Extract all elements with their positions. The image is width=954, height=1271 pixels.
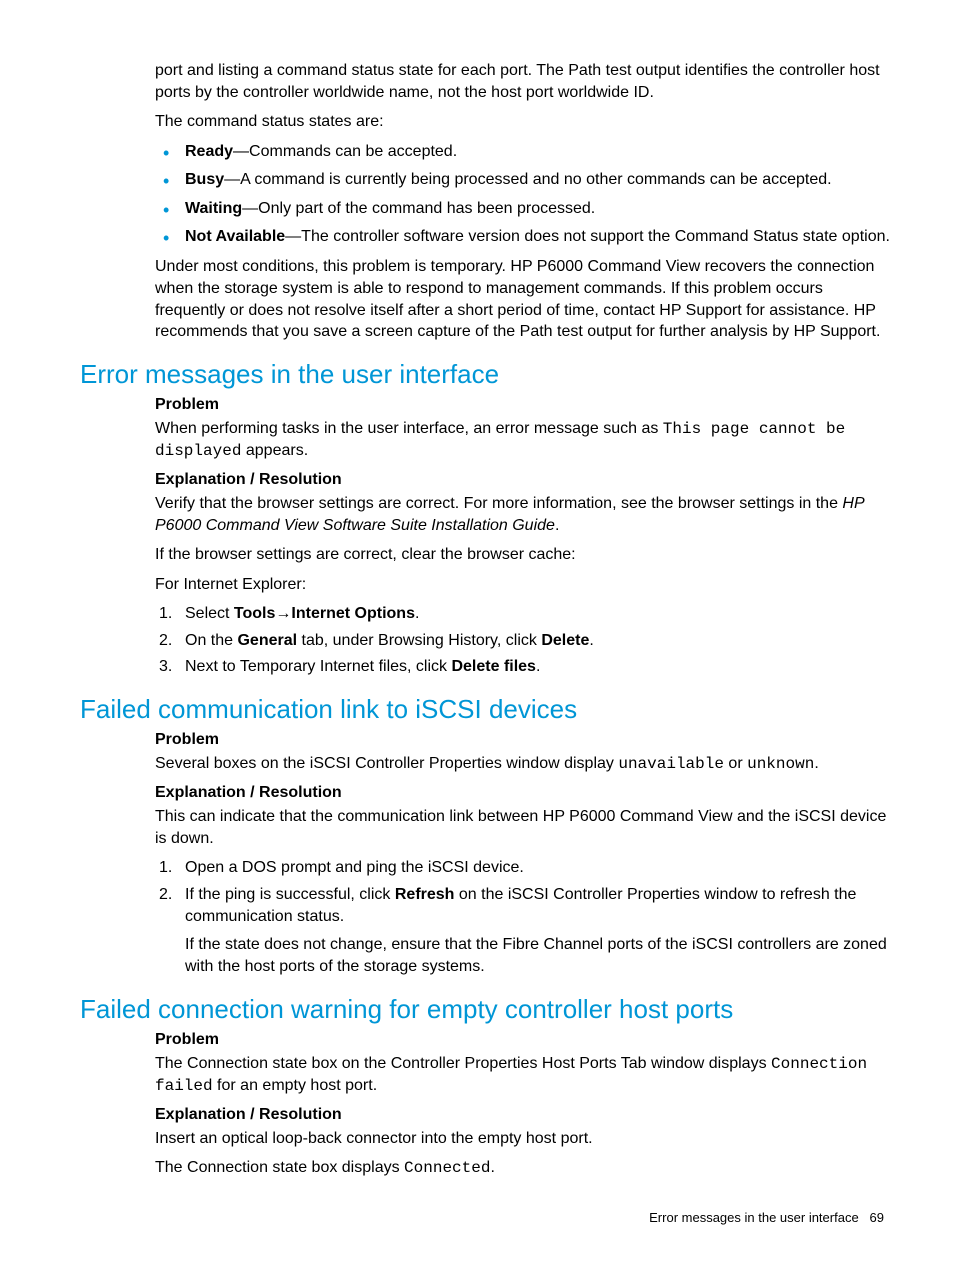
text: appears.: [241, 442, 308, 459]
text: .: [555, 517, 559, 534]
text: for an empty host port.: [213, 1077, 378, 1094]
list-item: Open a DOS prompt and ping the iSCSI dev…: [155, 857, 894, 879]
text: If the ping is successful, click: [185, 886, 395, 903]
explanation-heading: Explanation / Resolution: [155, 471, 894, 489]
code-text: unavailable: [618, 755, 724, 773]
explanation-p3: For Internet Explorer:: [155, 574, 894, 596]
text: .: [415, 605, 419, 622]
text: Tools: [234, 605, 275, 622]
text: On the: [185, 632, 237, 649]
text: Open a DOS prompt and ping the iSCSI dev…: [185, 859, 524, 876]
text: Next to Temporary Internet files, click: [185, 658, 451, 675]
intro-p1: port and listing a command status state …: [155, 60, 894, 103]
state-desc: —A command is currently being processed …: [224, 171, 831, 188]
explanation-p1: This can indicate that the communication…: [155, 806, 894, 849]
list-item: If the ping is successful, click Refresh…: [155, 884, 894, 978]
state-label: Not Available: [185, 228, 285, 245]
problem-text: Several boxes on the iSCSI Controller Pr…: [155, 753, 894, 776]
code-text: Connected: [404, 1159, 490, 1177]
step-sub-note: If the state does not change, ensure tha…: [185, 934, 894, 977]
text: Delete: [541, 632, 589, 649]
state-label: Busy: [185, 171, 224, 188]
footer-text: Error messages in the user interface: [649, 1210, 859, 1225]
list-item: Select Tools→Internet Options.: [155, 603, 894, 625]
state-desc: —Only part of the command has been proce…: [242, 200, 595, 217]
text: Internet Options: [291, 605, 415, 622]
problem-text: When performing tasks in the user interf…: [155, 418, 894, 463]
explanation-p2: The Connection state box displays Connec…: [155, 1157, 894, 1180]
problem-heading: Problem: [155, 1031, 894, 1049]
problem-heading: Problem: [155, 731, 894, 749]
problem-heading: Problem: [155, 396, 894, 414]
text: .: [490, 1159, 494, 1176]
text: Select: [185, 605, 234, 622]
text: The Connection state box on the Controll…: [155, 1055, 771, 1072]
iscsi-steps-list: Open a DOS prompt and ping the iSCSI dev…: [155, 857, 894, 977]
text: Delete files: [451, 658, 535, 675]
code-text: unknown: [747, 755, 814, 773]
problem-text: The Connection state box on the Controll…: [155, 1053, 894, 1098]
list-item: Next to Temporary Internet files, click …: [155, 656, 894, 678]
text: tab, under Browsing History, click: [297, 632, 541, 649]
text: General: [237, 632, 297, 649]
state-label: Ready: [185, 143, 233, 160]
list-item: Not Available—The controller software ve…: [155, 226, 894, 248]
text: Refresh: [395, 886, 455, 903]
text: .: [589, 632, 593, 649]
list-item: On the General tab, under Browsing Histo…: [155, 630, 894, 652]
text: .: [536, 658, 540, 675]
page-container: port and listing a command status state …: [0, 0, 954, 1265]
intro-p3: Under most conditions, this problem is t…: [155, 256, 894, 342]
intro-p2: The command status states are:: [155, 111, 894, 133]
ie-steps-list: Select Tools→Internet Options. On the Ge…: [155, 603, 894, 678]
state-label: Waiting: [185, 200, 242, 217]
state-desc: —The controller software version does no…: [285, 228, 890, 245]
text: Verify that the browser settings are cor…: [155, 495, 842, 512]
state-desc: —Commands can be accepted.: [233, 143, 457, 160]
text: or: [724, 755, 747, 772]
list-item: Waiting—Only part of the command has bee…: [155, 198, 894, 220]
list-item: Ready—Commands can be accepted.: [155, 141, 894, 163]
section-heading-iscsi: Failed communication link to iSCSI devic…: [80, 694, 894, 725]
page-footer: Error messages in the user interface 69: [80, 1210, 894, 1225]
section-heading-errors-ui: Error messages in the user interface: [80, 359, 894, 390]
list-item: Busy—A command is currently being proces…: [155, 169, 894, 191]
arrow-icon: →: [275, 605, 291, 622]
text: The Connection state box displays: [155, 1159, 404, 1176]
explanation-p1: Insert an optical loop-back connector in…: [155, 1128, 894, 1150]
explanation-p1: Verify that the browser settings are cor…: [155, 493, 894, 536]
text: .: [814, 755, 818, 772]
page-number: 69: [870, 1210, 884, 1225]
section-heading-failed-ports: Failed connection warning for empty cont…: [80, 994, 894, 1025]
status-states-list: Ready—Commands can be accepted. Busy—A c…: [155, 141, 894, 249]
explanation-heading: Explanation / Resolution: [155, 1106, 894, 1124]
explanation-p2: If the browser settings are correct, cle…: [155, 544, 894, 566]
explanation-heading: Explanation / Resolution: [155, 784, 894, 802]
text: When performing tasks in the user interf…: [155, 420, 663, 437]
text: Several boxes on the iSCSI Controller Pr…: [155, 755, 618, 772]
